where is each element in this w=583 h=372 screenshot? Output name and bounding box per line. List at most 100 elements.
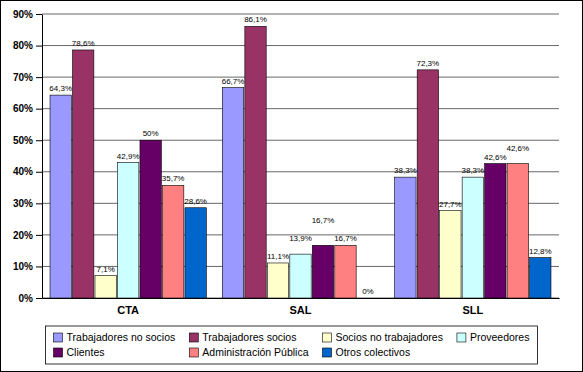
y-tick-label: 80% [13,40,33,51]
bar [73,50,94,298]
grid-line [42,14,559,15]
data-label: 13,9% [289,234,312,243]
bar [462,177,483,298]
legend-label: Socios no trabajadores [336,331,443,343]
x-axis: CTA SAL SLL [43,299,560,316]
y-tick-mark [36,203,42,204]
y-tick-mark [36,46,42,47]
y-tick: 20% [13,230,42,241]
data-label: 72,3% [417,59,440,68]
bar [335,245,356,298]
bar [312,245,333,298]
bar [357,298,378,299]
bars [50,26,551,298]
bar [185,208,206,298]
data-label: 86,1% [244,15,267,24]
y-tick: 0% [19,293,42,304]
data-label: 38,3% [461,166,484,175]
y-tick-mark [36,266,42,267]
y-axis-line [42,15,43,299]
legend-item: Trabajadores no socios [54,331,176,343]
y-tick-label: 70% [13,72,33,83]
y-tick-label: 90% [13,9,33,20]
x-axis-line [43,298,560,299]
legend-item: Trabajadores socios [189,331,296,343]
bar [440,211,461,298]
y-tick: 50% [13,135,42,146]
grid [42,14,559,298]
y-tick-label: 50% [13,135,33,146]
data-label: 7,1% [97,265,115,274]
data-label: 0% [362,287,374,296]
grid-line [42,108,559,109]
legend-label: Proveedores [470,331,530,343]
data-labels: 64,3% 66,7% 38,3% 78,6% 86,1% 72,3% 7,1% 11,1% 2… [49,15,551,296]
data-label: 42,6% [484,153,507,162]
bar [117,163,138,298]
bar [530,258,551,298]
bar [417,70,438,298]
legend-swatch [323,348,332,357]
legend-item: Proveedores [457,331,530,343]
data-label: 64,3% [49,84,72,93]
bar [485,164,506,298]
legend-swatch [323,333,332,342]
y-tick: 10% [13,261,42,272]
y-tick: 60% [13,103,42,114]
bar [395,177,416,298]
data-label: 66,7% [222,77,245,86]
legend-label: Clientes [67,346,105,358]
data-label: 78,6% [72,39,95,48]
data-label: 27,7% [439,200,462,209]
bar [162,185,183,298]
x-tick-label: SAL [290,304,312,316]
legend-label: Trabajadores no socios [67,331,176,343]
y-tick-mark [36,172,42,173]
y-tick-mark [36,140,42,141]
data-label: 16,7% [312,216,335,225]
y-tick-mark [36,77,42,78]
bar [140,140,161,298]
legend-label: Administración Pública [202,346,308,358]
legend-item: Socios no trabajadores [323,331,443,343]
bar [267,263,288,298]
grid-line [42,45,559,46]
y-tick-label: 20% [13,230,33,241]
grid-line [42,140,559,141]
y-tick-mark [36,109,42,110]
data-label: 42,6% [506,144,529,153]
y-tick-mark [36,235,42,236]
legend-item: Clientes [54,346,105,358]
y-tick: 70% [13,72,42,83]
data-label: 12,8% [529,247,552,256]
y-tick: 40% [13,166,42,177]
data-label: 38,3% [394,166,417,175]
x-tick-label: SLL [462,304,483,316]
data-label: 16,7% [334,234,357,243]
y-tick-mark [36,298,42,299]
bar [290,254,311,298]
legend-swatch [457,333,466,342]
y-tick-label: 30% [13,198,33,209]
bar [245,26,266,298]
y-axis: 0% 10% 20% 30% 40% 50% 60% 70% 80% 90% [13,9,43,304]
bar [95,276,116,298]
x-tick: SAL [290,304,312,316]
legend-swatch [189,333,198,342]
y-tick-label: 10% [13,261,33,272]
chart: 0% 10% 20% 30% 40% 50% 60% 70% 80% 90% CTA SAL SLL 64… [0,0,583,372]
legend-item: Administración Pública [189,346,308,358]
x-tick: SLL [462,304,483,316]
legend-frame [46,326,538,364]
grid-line [42,77,559,78]
data-label: 50% [143,129,159,138]
legend-swatch [54,348,63,357]
data-label: 11,1% [267,252,289,261]
bar [222,88,243,298]
x-tick-label: CTA [117,304,139,316]
legend-item: Otros colectivos [323,346,411,358]
data-label: 35,7% [162,174,185,183]
y-tick: 80% [13,40,42,51]
y-tick: 90% [13,9,42,20]
chart-frame [1,1,583,372]
